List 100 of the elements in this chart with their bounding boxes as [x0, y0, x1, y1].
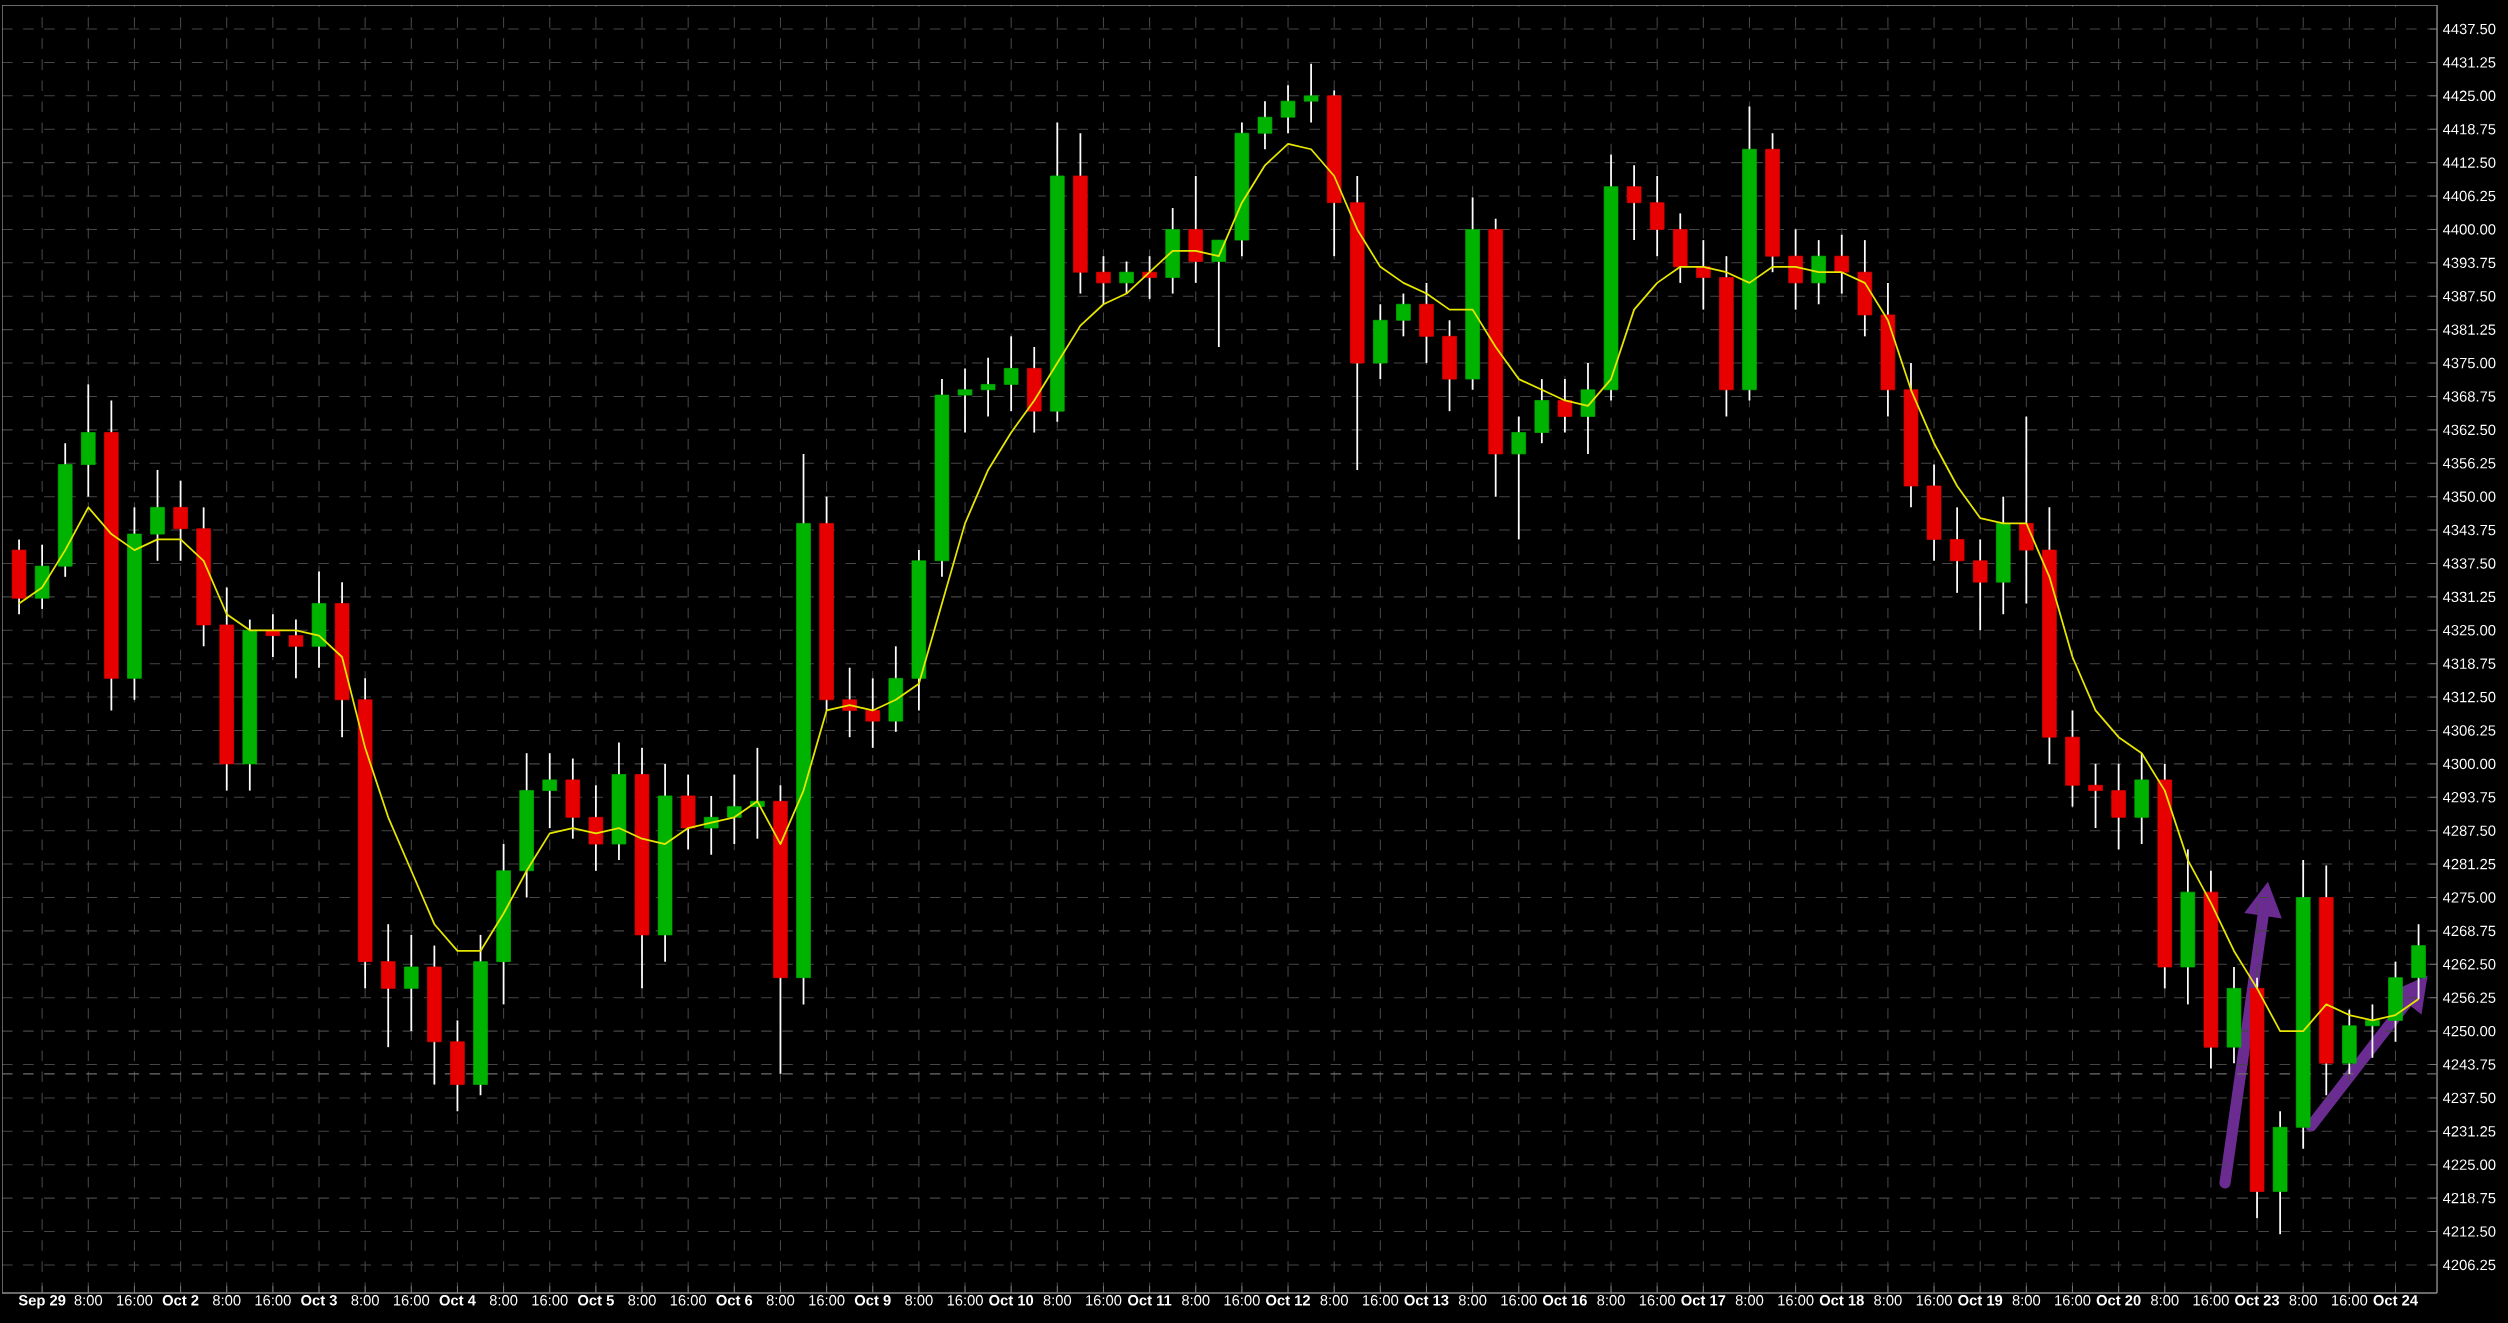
- y-tick-label: 4343.75: [2442, 524, 2496, 536]
- y-tick-label: 4318.75: [2442, 658, 2496, 669]
- candlestick: [1119, 260, 1134, 295]
- candlestick: [1626, 164, 1642, 241]
- candlestick: [1396, 292, 1411, 338]
- y-tick-label: 4256.25: [2442, 992, 2496, 1003]
- candlestick: [2088, 763, 2103, 829]
- y-tick-label: 4418.75: [2442, 124, 2496, 135]
- x-tick-label: 8:00: [1458, 1295, 1487, 1306]
- x-tick-label: 16:00: [255, 1295, 291, 1306]
- x-tick-label: Oct 3: [301, 1295, 337, 1306]
- y-tick-label: 4237.50: [2442, 1092, 2496, 1104]
- candlestick: [1972, 538, 1988, 632]
- x-tick-label: 16:00: [1224, 1295, 1260, 1306]
- y-tick-label: 4262.50: [2442, 959, 2496, 970]
- x-tick-label: Oct 5: [578, 1295, 614, 1306]
- y-tick-label: 4325.00: [2442, 625, 2496, 636]
- candlestick: [2365, 1003, 2380, 1059]
- y-tick-label: 4431.25: [2442, 57, 2496, 68]
- x-tick-label: Oct 11: [1128, 1295, 1172, 1306]
- y-tick-label: 4312.50: [2442, 691, 2496, 703]
- y-tick-label: 4437.50: [2442, 23, 2496, 35]
- x-tick-label: Oct 10: [989, 1295, 1034, 1306]
- y-tick-label: 4218.75: [2442, 1192, 2496, 1204]
- y-tick-label: 4387.50: [2442, 291, 2496, 302]
- x-tick-label: Oct 24: [2373, 1295, 2418, 1306]
- y-tick-label: 4368.75: [2442, 391, 2496, 402]
- y-tick-label: 4306.25: [2442, 725, 2496, 736]
- x-tick-label: 8:00: [1043, 1295, 1072, 1306]
- candlestick: [1280, 84, 1296, 135]
- x-tick-label: 8:00: [766, 1295, 795, 1306]
- x-tick-label: 8:00: [489, 1295, 518, 1306]
- candlestick: [1511, 415, 1527, 541]
- x-tick-label: 16:00: [1778, 1295, 1814, 1306]
- x-tick-label: 8:00: [628, 1295, 656, 1306]
- y-tick-label: 4406.25: [2442, 190, 2496, 202]
- y-tick-label: 4362.50: [2442, 424, 2496, 436]
- x-tick-label: 8:00: [1874, 1295, 1902, 1306]
- y-tick-label: 4425.00: [2442, 90, 2496, 102]
- candlestick: [1211, 239, 1227, 348]
- x-tick-label: 8:00: [2012, 1295, 2041, 1306]
- x-tick-label: 16:00: [1639, 1295, 1676, 1306]
- x-tick-label: 8:00: [2289, 1295, 2318, 1306]
- candlestick: [542, 752, 558, 829]
- x-tick-label: 16:00: [2055, 1295, 2091, 1306]
- y-tick-label: 4300.00: [2442, 758, 2496, 770]
- candlestick: [957, 367, 973, 434]
- x-tick-label: 8:00: [351, 1295, 379, 1306]
- x-tick-label: Oct 12: [1266, 1295, 1310, 1306]
- x-tick-label: 16:00: [393, 1295, 430, 1306]
- candlestick: [1949, 506, 1965, 594]
- y-tick-label: 4375.00: [2442, 357, 2496, 369]
- y-tick-label: 4331.25: [2442, 591, 2496, 603]
- x-tick-label: 16:00: [947, 1295, 983, 1306]
- y-tick-label: 4356.25: [2442, 458, 2496, 469]
- candlestick: [980, 356, 996, 418]
- x-tick-label: 16:00: [117, 1295, 153, 1306]
- x-tick-label: 16:00: [1086, 1295, 1122, 1306]
- y-tick-label: 4412.50: [2442, 157, 2496, 168]
- x-tick-label: 8:00: [1597, 1295, 1625, 1306]
- y-tick-label: 4350.00: [2442, 491, 2496, 502]
- y-tick-label: 4381.25: [2442, 324, 2496, 335]
- y-tick-label: 4212.50: [2442, 1226, 2496, 1237]
- x-tick-label: Oct 2: [162, 1295, 199, 1306]
- y-tick-label: 4243.75: [2442, 1059, 2496, 1070]
- y-tick-label: 4275.00: [2442, 892, 2496, 903]
- x-tick-label: Oct 19: [1958, 1295, 2003, 1306]
- x-tick-label: 16:00: [1916, 1295, 1952, 1306]
- x-tick-label: Oct 9: [854, 1295, 891, 1306]
- x-tick-label: 16:00: [1362, 1295, 1399, 1306]
- y-tick-label: 4206.25: [2442, 1259, 2496, 1271]
- x-tick-label: Sep 29: [18, 1295, 66, 1309]
- x-tick-label: 8:00: [905, 1295, 933, 1306]
- x-tick-label: Oct 18: [1819, 1295, 1864, 1306]
- x-tick-label: 8:00: [2151, 1295, 2179, 1306]
- y-tick-label: 4393.75: [2442, 257, 2496, 269]
- x-tick-label: Oct 17: [1681, 1295, 1726, 1306]
- x-tick-label: 8:00: [1320, 1295, 1348, 1306]
- x-tick-label: Oct 16: [1542, 1295, 1587, 1306]
- candlestick: [173, 479, 188, 562]
- candlestick: [1834, 233, 1850, 295]
- candlestick: [1257, 100, 1273, 151]
- x-tick-label: 16:00: [670, 1295, 707, 1306]
- y-tick-label: 4231.25: [2442, 1126, 2496, 1137]
- x-tick-label: 8:00: [213, 1295, 241, 1306]
- candlestick: [1003, 335, 1019, 413]
- x-tick-label: 8:00: [74, 1295, 103, 1306]
- candlestick: [865, 677, 881, 749]
- x-tick-label: 16:00: [1501, 1295, 1537, 1306]
- y-tick-label: 4400.00: [2442, 224, 2496, 235]
- y-tick-label: 4287.50: [2442, 825, 2496, 836]
- candlestick: [404, 934, 419, 1032]
- x-tick-label: 16:00: [532, 1295, 568, 1306]
- x-tick-label: Oct 4: [439, 1295, 476, 1306]
- x-tick-label: Oct 23: [2235, 1295, 2280, 1306]
- candlestick: [703, 795, 719, 856]
- candlestick: [288, 618, 304, 680]
- y-tick-label: 4293.75: [2442, 792, 2496, 803]
- y-tick-label: 4225.00: [2442, 1159, 2496, 1170]
- x-tick-label: Oct 20: [2096, 1295, 2141, 1306]
